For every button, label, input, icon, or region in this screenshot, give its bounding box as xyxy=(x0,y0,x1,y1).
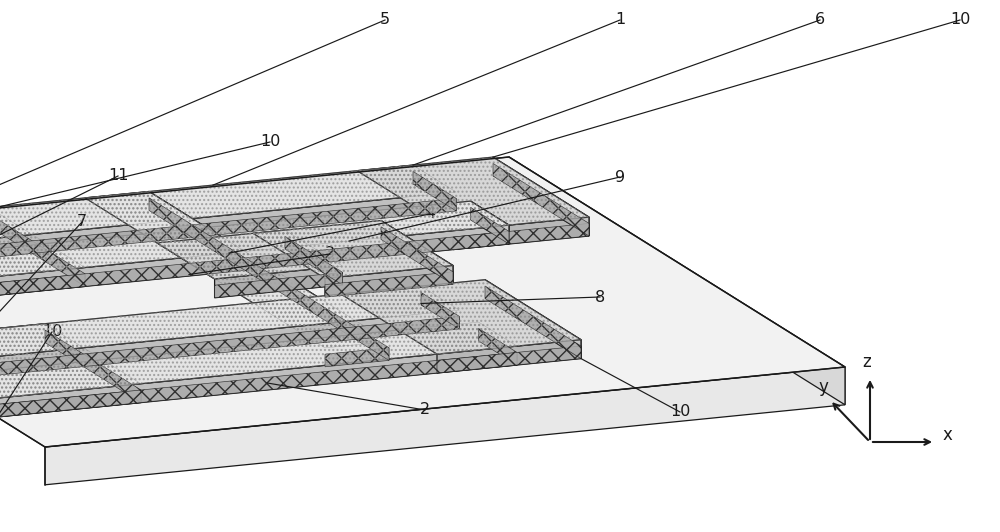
Polygon shape xyxy=(45,367,845,485)
Polygon shape xyxy=(0,346,517,417)
Polygon shape xyxy=(0,390,141,417)
Polygon shape xyxy=(85,192,389,348)
Polygon shape xyxy=(253,220,453,278)
Polygon shape xyxy=(0,268,85,300)
Polygon shape xyxy=(0,310,459,381)
Polygon shape xyxy=(0,384,141,417)
Polygon shape xyxy=(0,207,85,286)
Text: 2: 2 xyxy=(420,403,430,418)
Polygon shape xyxy=(453,217,589,250)
Polygon shape xyxy=(471,207,509,244)
Text: 10: 10 xyxy=(950,12,970,28)
Polygon shape xyxy=(0,214,85,286)
Polygon shape xyxy=(45,330,141,403)
Polygon shape xyxy=(479,322,517,365)
Polygon shape xyxy=(149,198,389,360)
Polygon shape xyxy=(157,230,343,279)
Polygon shape xyxy=(381,220,453,285)
Polygon shape xyxy=(215,266,343,298)
Polygon shape xyxy=(509,157,845,405)
Polygon shape xyxy=(0,192,456,267)
Text: 4: 4 xyxy=(425,206,435,221)
Polygon shape xyxy=(0,323,141,398)
Text: 9: 9 xyxy=(615,170,625,185)
Polygon shape xyxy=(437,346,581,373)
Text: 11: 11 xyxy=(108,169,128,184)
Polygon shape xyxy=(0,317,459,381)
Polygon shape xyxy=(0,157,845,447)
Polygon shape xyxy=(215,272,343,298)
Text: y: y xyxy=(818,378,828,396)
Polygon shape xyxy=(437,340,581,373)
Polygon shape xyxy=(471,201,509,244)
Polygon shape xyxy=(325,342,389,367)
Polygon shape xyxy=(325,265,453,297)
Polygon shape xyxy=(485,280,581,359)
Polygon shape xyxy=(325,272,453,297)
Polygon shape xyxy=(0,231,509,300)
Text: 1: 1 xyxy=(615,12,625,28)
Polygon shape xyxy=(0,225,509,300)
Polygon shape xyxy=(421,293,459,329)
Polygon shape xyxy=(0,201,509,281)
Polygon shape xyxy=(285,236,343,285)
Polygon shape xyxy=(0,322,517,398)
Polygon shape xyxy=(453,223,589,250)
Polygon shape xyxy=(149,192,389,360)
Polygon shape xyxy=(413,165,456,211)
Text: x: x xyxy=(943,426,953,444)
Text: 3: 3 xyxy=(325,246,335,262)
Polygon shape xyxy=(341,280,581,354)
Polygon shape xyxy=(0,207,85,281)
Polygon shape xyxy=(325,348,389,367)
Polygon shape xyxy=(285,230,343,285)
Polygon shape xyxy=(493,163,589,236)
Text: 5: 5 xyxy=(380,12,390,28)
Polygon shape xyxy=(479,328,517,365)
Text: 6: 6 xyxy=(815,12,825,28)
Text: 8: 8 xyxy=(595,289,605,304)
Polygon shape xyxy=(0,286,459,362)
Polygon shape xyxy=(381,227,453,285)
Polygon shape xyxy=(413,171,456,211)
Text: 7: 7 xyxy=(77,214,87,229)
Polygon shape xyxy=(45,323,141,403)
Text: 10: 10 xyxy=(670,404,690,420)
Polygon shape xyxy=(421,286,459,329)
Text: z: z xyxy=(862,353,871,371)
Polygon shape xyxy=(493,157,589,236)
Polygon shape xyxy=(485,286,581,359)
Polygon shape xyxy=(0,198,456,267)
Polygon shape xyxy=(0,274,85,300)
Polygon shape xyxy=(0,352,517,417)
Text: 10: 10 xyxy=(260,135,280,149)
Polygon shape xyxy=(357,157,589,231)
Text: 10: 10 xyxy=(42,325,62,339)
Polygon shape xyxy=(0,165,456,248)
